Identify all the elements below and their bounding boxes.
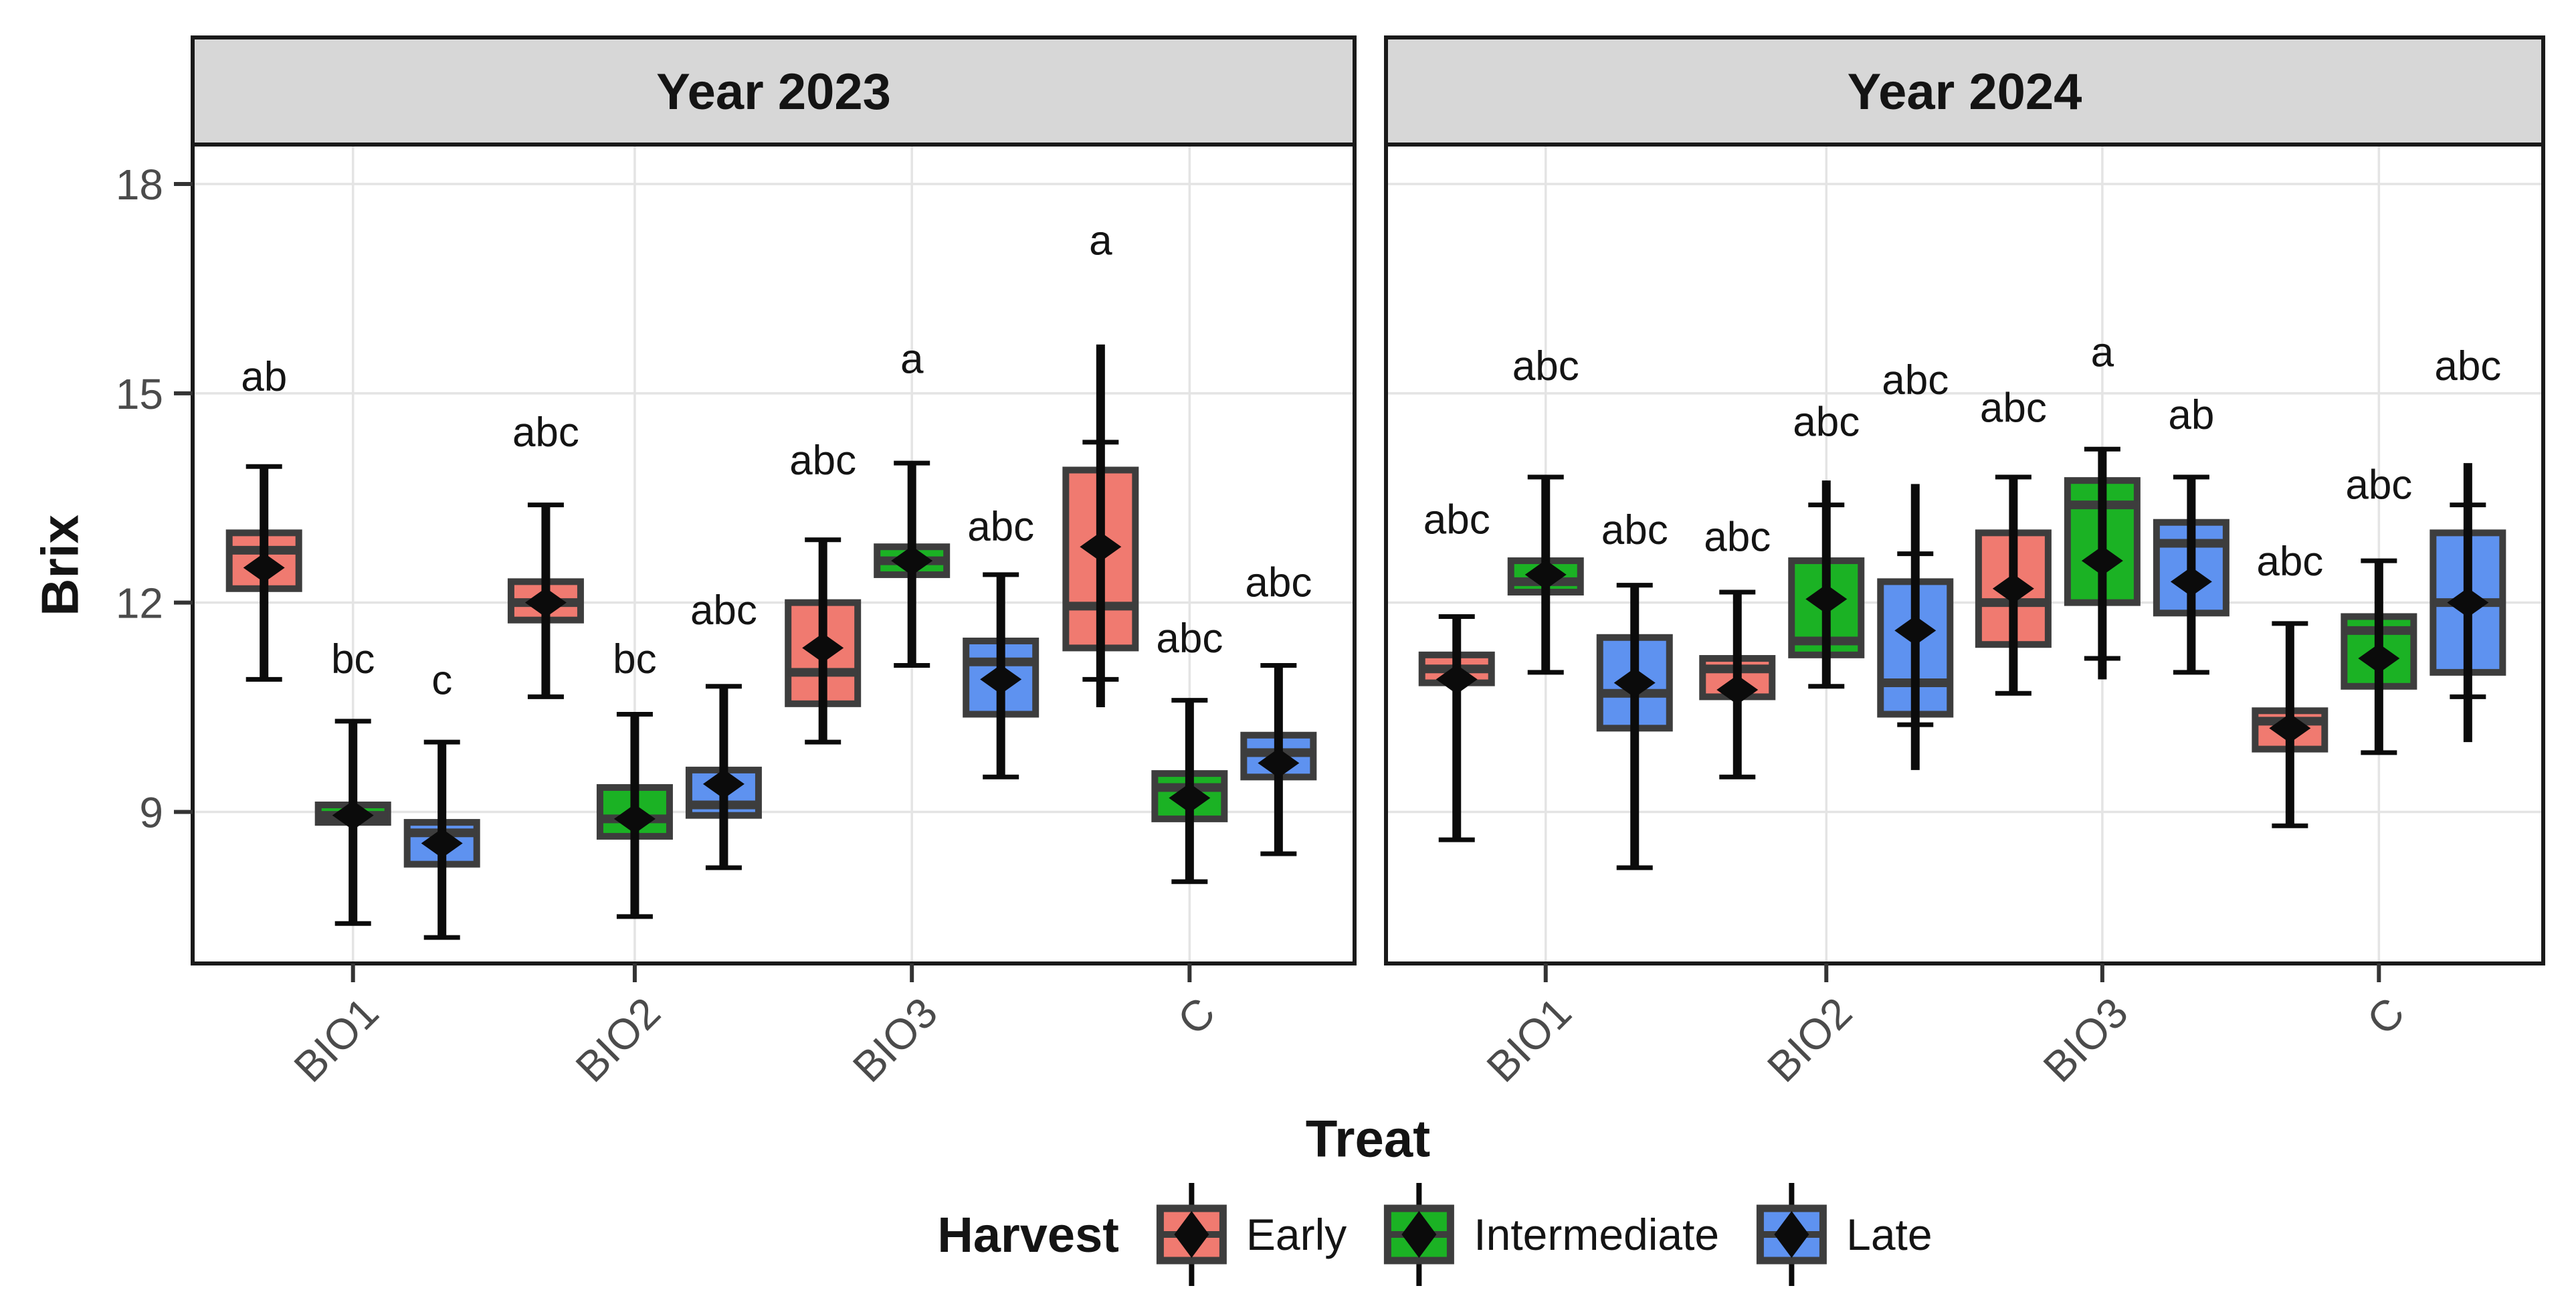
sig-label: a <box>900 337 924 383</box>
legend-key-late-icon <box>1756 1183 1827 1286</box>
legend-item-intermediate: Intermediate <box>1381 1182 1719 1287</box>
x-tick-label: BIO2 <box>567 988 670 1091</box>
x-tick-label: BIO2 <box>1758 988 1861 1091</box>
sig-label: bc <box>331 636 375 682</box>
sig-label: abc <box>1704 515 1771 561</box>
mean-diamond <box>1613 668 1656 698</box>
mean-diamond <box>243 553 285 583</box>
sig-label: abc <box>2256 539 2323 585</box>
sig-label: abc <box>1980 385 2047 432</box>
panel-border <box>191 143 1357 965</box>
legend-key-intermediate-icon <box>1383 1183 1454 1286</box>
panel-border <box>1384 143 2545 965</box>
sig-label: ab <box>2168 392 2214 438</box>
mean-diamond <box>1524 559 1567 589</box>
x-tick-label: C <box>1169 988 1225 1044</box>
mean-diamond <box>1258 748 1300 778</box>
mean-diamond <box>1716 674 1759 705</box>
y-tick-label: 15 <box>116 370 163 418</box>
legend-label-intermediate: Intermediate <box>1474 1210 1720 1259</box>
sig-label: a <box>1089 217 1112 264</box>
mean-diamond <box>1992 573 2034 604</box>
mean-diamond <box>2269 713 2311 743</box>
x-tick-label: BIO1 <box>285 988 388 1091</box>
sig-label: abc <box>1882 357 1949 403</box>
sig-label: abc <box>1245 559 1312 606</box>
mean-diamond <box>802 633 844 663</box>
legend-label-early: Early <box>1246 1210 1347 1259</box>
sig-label: a <box>2091 329 2114 375</box>
y-axis-title: Brix <box>30 515 90 616</box>
legend-key-early-icon <box>1156 1183 1227 1286</box>
sig-label: abc <box>512 409 579 456</box>
y-tick-label: 18 <box>116 161 163 209</box>
mean-diamond <box>2447 587 2489 618</box>
x-tick-label: BIO1 <box>1478 988 1581 1091</box>
mean-diamond <box>1169 783 1211 813</box>
x-axis-title: Treat <box>1305 1109 1431 1168</box>
mean-diamond <box>332 800 374 830</box>
mean-diamond <box>1894 616 1937 646</box>
facet-strip-title: Year 2023 <box>656 64 891 120</box>
sig-label: abc <box>1512 343 1579 389</box>
mean-diamond <box>421 828 463 858</box>
sig-label: abc <box>690 587 757 634</box>
legend-item-early: Early <box>1154 1182 1347 1287</box>
y-tick-label: 9 <box>139 788 163 836</box>
mean-diamond <box>702 769 745 799</box>
x-tick-label: BIO3 <box>2034 988 2137 1091</box>
sig-label: abc <box>2434 343 2501 389</box>
sig-label: abc <box>1156 616 1223 662</box>
facet-strip-title: Year 2024 <box>1848 64 2082 120</box>
panel-background <box>193 145 1355 963</box>
facet-strip <box>1384 35 2545 147</box>
sig-label: c <box>431 657 452 703</box>
sig-label: bc <box>613 636 656 682</box>
panel-background <box>1386 145 2543 963</box>
mean-diamond <box>891 546 933 576</box>
y-tick-label: 12 <box>116 579 163 628</box>
x-tick-label: BIO3 <box>844 988 947 1091</box>
sig-label: abc <box>1423 497 1490 543</box>
mean-diamond <box>613 804 656 834</box>
mean-diamond <box>2170 567 2212 597</box>
mean-diamond <box>980 664 1022 695</box>
sig-label: abc <box>967 504 1034 550</box>
legend-item-late: Late <box>1754 1182 1933 1287</box>
mean-diamond <box>524 587 567 618</box>
sig-label: abc <box>2345 462 2412 508</box>
mean-diamond <box>1080 532 1122 562</box>
legend-title: Harvest <box>937 1206 1119 1263</box>
sig-label: abc <box>1601 507 1668 553</box>
mean-diamond <box>1435 664 1478 695</box>
mean-diamond <box>2358 644 2400 674</box>
x-tick-label: C <box>2358 988 2414 1044</box>
sig-label: abc <box>1793 399 1860 446</box>
legend: Harvest Early Intermediate <box>937 1182 1933 1287</box>
facet-strip <box>191 35 1357 147</box>
mean-diamond <box>2081 546 2123 576</box>
legend-label-late: Late <box>1846 1210 1933 1259</box>
mean-diamond <box>1805 584 1848 614</box>
sig-label: ab <box>241 354 287 400</box>
sig-label: abc <box>789 438 856 484</box>
